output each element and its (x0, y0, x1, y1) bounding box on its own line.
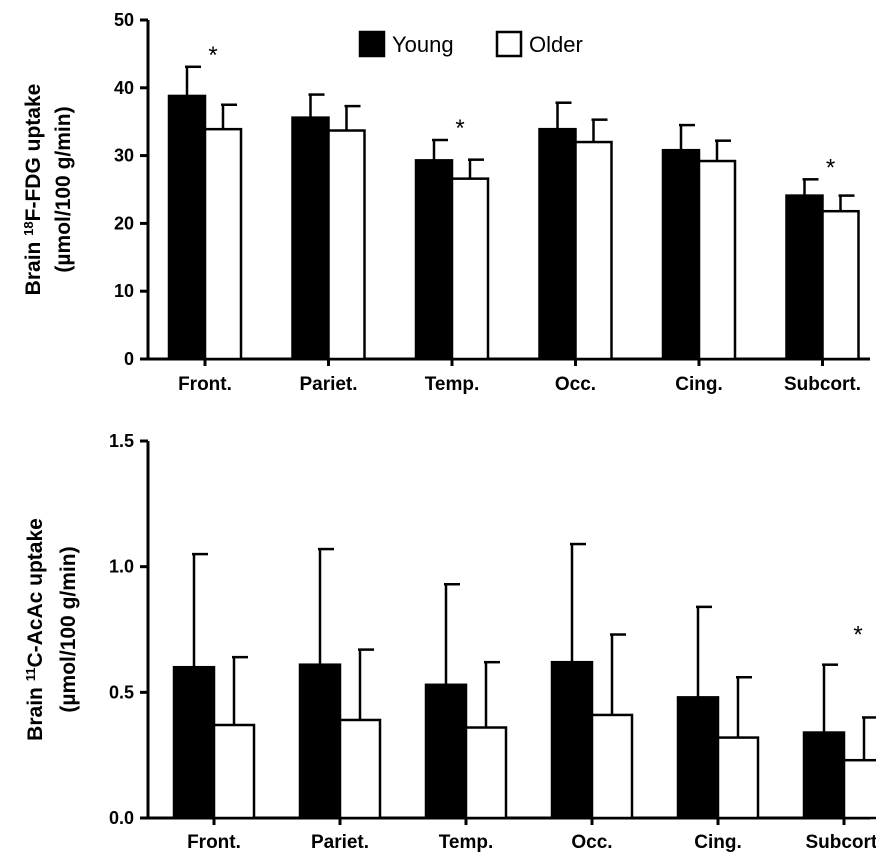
chart-panel-acac: 0.0 0.5 1.0 1.5 Brain 11C-AcAc uptake (µmol/1… (23, 431, 876, 853)
bar-older (716, 736, 760, 820)
y-tick-label: 1.5 (109, 431, 134, 451)
bar-young (785, 194, 824, 361)
y-tick-label: 10 (114, 281, 134, 301)
bar-older (590, 713, 634, 820)
y-tick-label: 20 (114, 213, 134, 233)
bar-older (697, 159, 737, 361)
bar-older (821, 209, 860, 361)
x-tick-label: Subcort. (805, 832, 876, 853)
x-tick-label: Subcort. (784, 374, 861, 395)
significance-star: * (208, 42, 217, 69)
bar-young (298, 663, 342, 820)
x-tick-label: Temp. (439, 832, 494, 853)
bar-young (414, 159, 454, 361)
bar-young (802, 731, 846, 820)
y-tick-label: 50 (114, 10, 134, 30)
y-tick-label: 0 (124, 349, 134, 369)
bar-young (550, 660, 594, 820)
bar-older (338, 718, 382, 820)
bar-older (464, 726, 508, 820)
bar-older (203, 127, 243, 361)
bar-older (450, 177, 490, 361)
bar-young (538, 127, 577, 361)
y-tick-label: 1.0 (109, 557, 134, 577)
x-tick-label: Pariet. (311, 832, 369, 853)
bar-older (574, 140, 613, 361)
x-tick-label: Cing. (675, 374, 723, 395)
y-axis-title-units: (µmol/100 g/min) (52, 106, 75, 272)
bar-young (291, 116, 330, 361)
x-tick-label: Front. (178, 374, 232, 395)
x-tick-label: Front. (187, 832, 241, 853)
y-tick-label: 40 (114, 78, 134, 98)
x-tick-label: Pariet. (299, 374, 357, 395)
x-tick-label: Temp. (425, 374, 480, 395)
bar-young (661, 148, 701, 361)
y-tick-label: 0.5 (109, 682, 134, 702)
bar-young (172, 665, 216, 820)
y-tick-label: 0.0 (109, 808, 134, 828)
y-axis-title-units: (µmol/100 g/min) (57, 546, 80, 712)
y-axis-title: Brain 11C-AcAc uptake (23, 518, 48, 741)
significance-star: * (826, 154, 835, 181)
legend-label-young: Young (392, 32, 454, 57)
significance-star: * (853, 622, 862, 649)
x-tick-label: Cing. (694, 832, 742, 853)
x-tick-label: Occ. (555, 374, 596, 395)
legend-label-older: Older (529, 32, 583, 57)
legend: Young Older (358, 30, 583, 58)
legend-swatch-older (495, 30, 523, 58)
significance-star: * (455, 115, 464, 142)
y-axis-title: Brain 18F-FDG uptake (21, 84, 46, 296)
bar-older (327, 129, 366, 361)
y-tick-label: 30 (114, 146, 134, 166)
chart-panel-fdg: 0 10 20 30 40 50 Brain 18F-FDG uptake (µmol/100… (21, 10, 870, 395)
legend-swatch-young (358, 30, 386, 58)
bar-young (167, 94, 207, 361)
x-tick-label: Occ. (571, 832, 612, 853)
bar-young (676, 696, 720, 820)
bar-older (212, 723, 256, 820)
bar-older (842, 758, 876, 820)
bar-young (424, 683, 468, 820)
